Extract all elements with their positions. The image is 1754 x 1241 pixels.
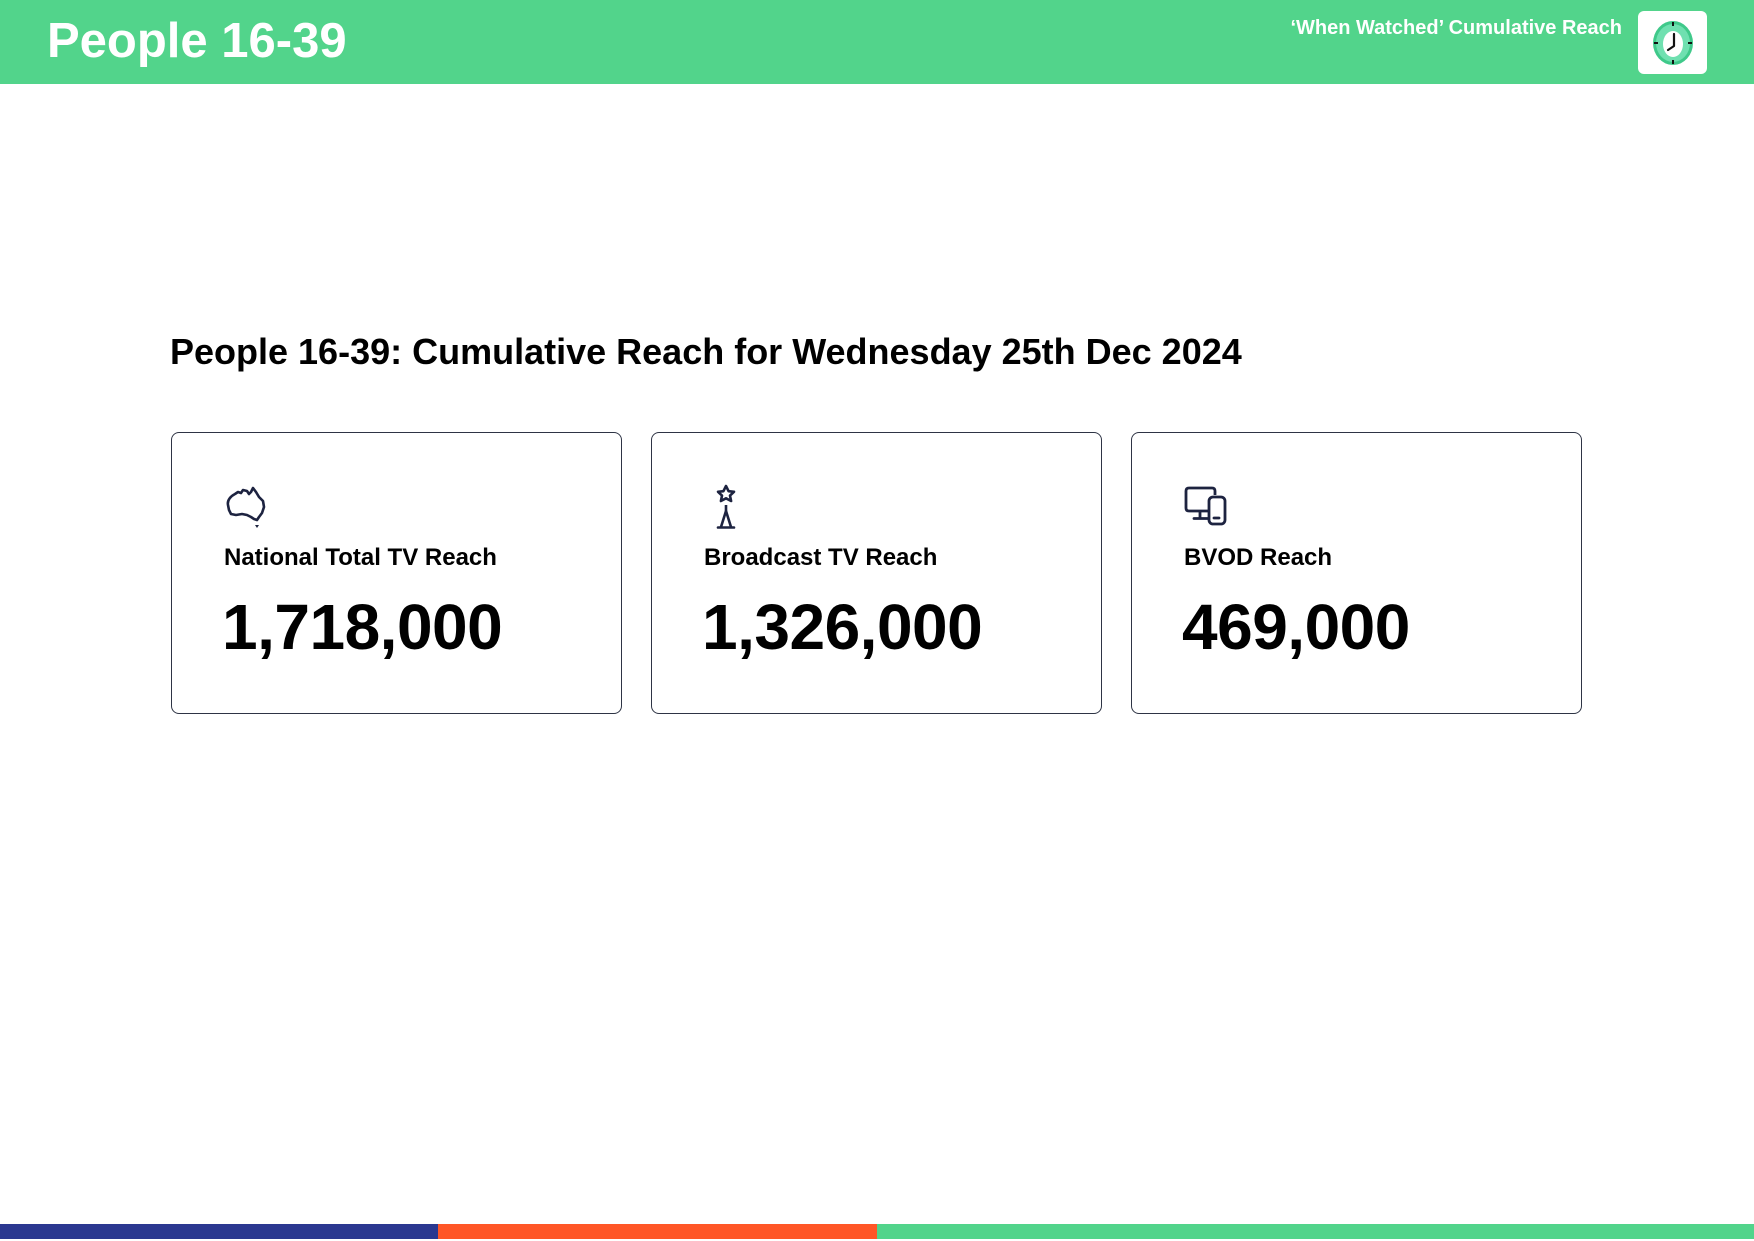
footer-bar-green bbox=[877, 1224, 1754, 1239]
page-title: People 16-39: Cumulative Reach for Wedne… bbox=[170, 331, 1242, 372]
card-value: 1,718,000 bbox=[222, 591, 503, 663]
devices-icon bbox=[1182, 483, 1230, 531]
header-subtitle: ‘When Watched’ Cumulative Reach bbox=[1290, 17, 1622, 39]
footer-color-bar bbox=[0, 1224, 1754, 1239]
card-national-total-tv-reach: National Total TV Reach 1,718,000 bbox=[171, 432, 622, 714]
card-value: 1,326,000 bbox=[702, 591, 983, 663]
card-label: BVOD Reach bbox=[1184, 544, 1333, 571]
card-label: National Total TV Reach bbox=[224, 544, 497, 571]
card-value: 469,000 bbox=[1182, 591, 1410, 663]
footer-bar-blue bbox=[0, 1224, 438, 1239]
footer-bar-orange bbox=[438, 1224, 877, 1239]
header-bar: People 16-39 ‘When Watched’ Cumulative R… bbox=[0, 0, 1754, 84]
card-label: Broadcast TV Reach bbox=[704, 544, 938, 571]
card-bvod-reach: BVOD Reach 469,000 bbox=[1131, 432, 1582, 714]
header-title: People 16-39 bbox=[47, 14, 347, 68]
clock-badge bbox=[1638, 11, 1707, 74]
broadcast-tower-icon bbox=[702, 483, 750, 531]
clock-icon bbox=[1652, 20, 1693, 65]
card-broadcast-tv-reach: Broadcast TV Reach 1,326,000 bbox=[651, 432, 1102, 714]
australia-map-icon bbox=[222, 483, 270, 531]
